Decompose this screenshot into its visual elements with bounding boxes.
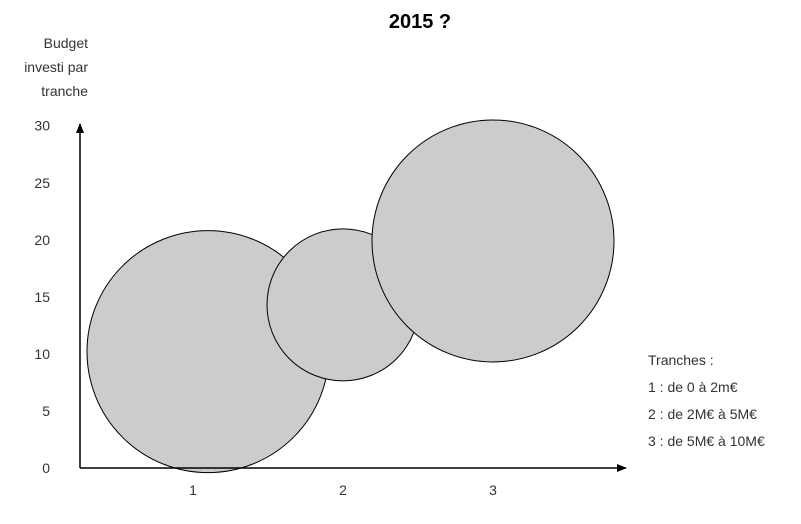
legend-item-1: 1 : de 0 à 2m€ — [648, 379, 738, 395]
y-tick-label: 25 — [34, 175, 50, 191]
y-tick-label: 0 — [42, 460, 50, 476]
legend-title: Tranches : — [648, 352, 714, 368]
y-axis-title-line-2: investi par — [24, 59, 88, 75]
bubble-3 — [371, 119, 615, 363]
x-tick-label: 2 — [339, 482, 347, 498]
y-tick-label: 20 — [34, 232, 50, 248]
y-axis-title-line-3: tranche — [41, 83, 88, 99]
chart-title: 2015 ? — [389, 11, 451, 33]
y-axis-title-line-1: Budget — [44, 35, 88, 51]
y-tick-label: 15 — [34, 289, 50, 305]
legend-item-3: 3 : de 5M€ à 10M€ — [648, 433, 765, 449]
y-tick-label: 10 — [34, 346, 50, 362]
y-axis-title: Budget investi par tranche — [24, 35, 88, 99]
x-tick-label: 3 — [489, 482, 497, 498]
x-tick-label: 1 — [189, 482, 197, 498]
y-tick-label: 30 — [34, 118, 50, 134]
legend: Tranches : 1 : de 0 à 2m€ 2 : de 2M€ à 5… — [648, 352, 765, 449]
legend-item-2: 2 : de 2M€ à 5M€ — [648, 406, 757, 422]
bubbles — [86, 119, 615, 474]
y-tick-labels: 0 5 10 15 20 25 30 — [34, 118, 50, 476]
x-tick-labels: 1 2 3 — [189, 482, 497, 498]
y-tick-label: 5 — [42, 403, 50, 419]
